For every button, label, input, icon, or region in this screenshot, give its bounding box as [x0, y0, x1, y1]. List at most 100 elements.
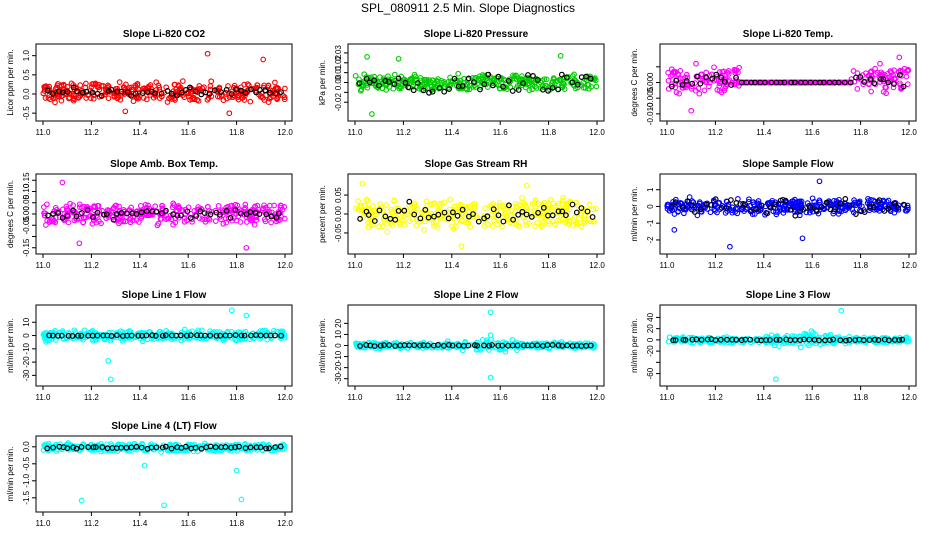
data-point-reference	[371, 343, 378, 350]
data-point-reference	[164, 87, 171, 94]
data-point-reference	[528, 213, 535, 220]
y-tick-label: 0.05	[22, 194, 31, 210]
data-point-reference	[843, 337, 849, 344]
data-point	[42, 95, 49, 101]
data-point-reference	[465, 75, 472, 82]
data-point-reference	[867, 76, 874, 83]
data-point-reference	[238, 87, 245, 94]
data-point-reference	[162, 443, 169, 450]
data-point	[241, 81, 248, 88]
x-tick-label: 11.2	[708, 261, 724, 270]
data-point-reference	[465, 342, 472, 349]
points	[353, 180, 599, 250]
data-point-reference	[429, 88, 436, 95]
data-point	[843, 206, 850, 212]
data-point-reference	[133, 210, 140, 217]
data-point-reference	[242, 90, 249, 96]
data-point	[759, 79, 766, 86]
data-point-reference	[152, 332, 159, 339]
data-point	[66, 94, 73, 101]
data-point-reference	[70, 444, 77, 451]
data-point-reference	[870, 203, 877, 210]
data-point-reference	[574, 81, 581, 88]
data-point	[523, 222, 530, 228]
data-point-reference	[857, 74, 864, 80]
x-tick-label: 11.6	[181, 519, 197, 528]
data-point-reference	[73, 213, 80, 220]
x-tick-label: 11.4	[132, 393, 148, 402]
data-point	[193, 329, 200, 336]
data-point	[80, 219, 86, 226]
data-point-reference	[684, 198, 691, 205]
data-point	[411, 203, 418, 210]
data-point-reference	[178, 89, 185, 96]
data-point	[127, 219, 134, 226]
data-point-reference	[357, 343, 364, 349]
y-tick-label: -0.05	[334, 223, 343, 242]
data-point	[891, 67, 897, 74]
data-point	[493, 81, 499, 88]
x-tick-label: 11.0	[348, 393, 364, 402]
data-point	[462, 206, 469, 212]
x-tick-label: 11.6	[493, 393, 509, 402]
data-point-reference	[401, 207, 408, 214]
data-point-reference	[481, 81, 488, 88]
data-point	[816, 334, 822, 341]
data-point	[711, 64, 717, 71]
x-tick-label: 11.2	[84, 519, 100, 528]
data-point-reference	[98, 92, 105, 99]
data-point	[533, 85, 540, 91]
data-point-reference	[410, 87, 417, 94]
data-point-reference	[382, 77, 389, 84]
data-point	[477, 75, 484, 82]
data-point	[690, 339, 697, 346]
x-tick-label: 11.0	[36, 261, 52, 270]
data-point-reference	[173, 92, 180, 99]
data-point	[467, 223, 473, 230]
data-point	[492, 211, 499, 218]
data-point-reference	[217, 211, 223, 218]
data-point	[41, 86, 48, 93]
data-point	[70, 202, 76, 209]
data-point-reference	[499, 342, 506, 349]
data-point	[404, 211, 410, 218]
y-tick-label: -20	[646, 345, 655, 357]
data-point-reference	[223, 207, 230, 214]
data-point-reference	[44, 445, 51, 452]
data-point-reference	[247, 209, 254, 216]
points	[665, 307, 912, 383]
y-tick-label: 0.00	[22, 206, 31, 222]
x-tick-label: 12.0	[277, 519, 293, 528]
data-point	[866, 207, 873, 214]
x-tick-label: 11.6	[493, 128, 509, 137]
data-point-reference	[212, 444, 219, 451]
data-point-reference	[826, 79, 833, 86]
data-point-reference	[241, 332, 248, 339]
data-point	[519, 73, 525, 79]
data-point	[259, 328, 266, 334]
y-tick-label: 0.01	[334, 64, 343, 80]
data-point-reference	[712, 337, 719, 344]
data-point	[220, 97, 227, 104]
data-point	[591, 342, 598, 348]
data-point	[816, 197, 823, 204]
data-point	[707, 209, 714, 216]
plot-frame	[659, 173, 917, 255]
data-point	[855, 200, 861, 206]
data-point-reference	[792, 79, 798, 86]
data-point	[773, 211, 780, 218]
data-point	[155, 220, 162, 227]
data-point	[484, 84, 491, 90]
data-point	[670, 68, 677, 75]
data-point-reference	[256, 211, 263, 218]
points	[664, 178, 911, 250]
panel-7: Slope Line 1 Flow 11.0 11.2 11.4 11.6 11.8 12.…	[6, 290, 293, 402]
data-point-reference	[781, 79, 788, 86]
data-point	[475, 76, 482, 82]
data-point	[773, 376, 779, 383]
data-point-reference	[589, 214, 596, 220]
data-point	[464, 76, 471, 83]
data-point-reference	[64, 445, 71, 452]
data-point-reference	[123, 210, 130, 217]
data-point	[675, 208, 682, 215]
